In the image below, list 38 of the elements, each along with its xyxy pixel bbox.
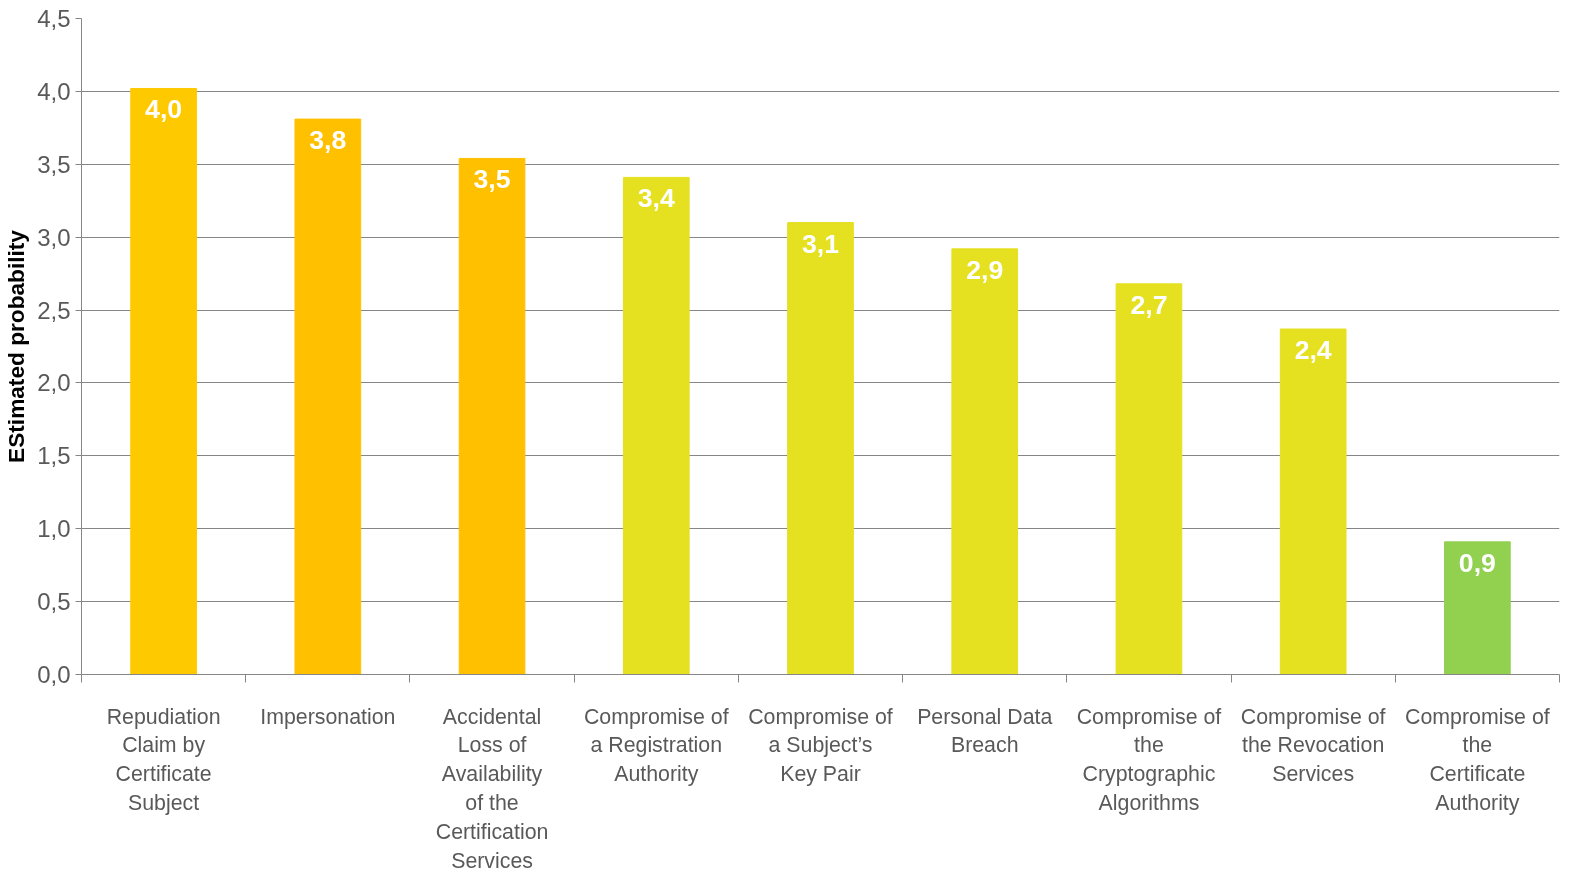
x-tick-label: Repudiation Claim by Certificate Subject <box>106 704 221 815</box>
y-tick-label: 1,5 <box>37 442 71 470</box>
bar <box>294 118 362 675</box>
data-label: 0,9 <box>1458 547 1496 578</box>
y-tick-label: 2,0 <box>37 369 71 397</box>
y-tick-label: 0,5 <box>37 588 71 616</box>
data-label: 2,4 <box>1294 335 1332 366</box>
bar <box>1444 541 1511 675</box>
x-tick-label: Compromise of a Subject’s Key Pair <box>748 704 893 787</box>
data-label: 3,1 <box>801 228 840 259</box>
y-axis-title: EStimated probability <box>3 229 30 463</box>
data-label: 3,5 <box>473 164 511 195</box>
y-tick-label: 4,5 <box>37 5 71 32</box>
y-tick-label: 1,0 <box>37 515 71 543</box>
bar <box>1279 328 1347 675</box>
y-tick-label: 0,0 <box>37 661 71 688</box>
y-tick-label: 3,5 <box>37 150 71 178</box>
bar <box>1115 283 1183 675</box>
y-tick-label: 4,0 <box>37 77 71 105</box>
data-label: 2,9 <box>966 254 1004 285</box>
bar <box>458 157 526 675</box>
x-tick-label: Compromise of the Cryptographic Algorithms <box>1076 704 1222 815</box>
x-tick-label: Accidental Loss of Availability of the Certification Services <box>435 704 549 873</box>
data-label: 4,0 <box>145 94 183 125</box>
y-tick-label: 2,5 <box>37 296 71 324</box>
x-tick-label: Compromise of the Certificate Authority <box>1405 704 1550 815</box>
x-tick-label: Compromise of a Registration Authority <box>583 704 729 787</box>
x-tick-label: Personal Data Breach <box>917 704 1053 758</box>
data-label: 2,7 <box>1130 289 1168 320</box>
data-label: 3,4 <box>637 183 675 214</box>
bar <box>951 248 1019 675</box>
bar <box>622 176 690 675</box>
y-tick-label: 3,0 <box>37 223 71 251</box>
x-tick-label: Compromise of the Revocation Services <box>1240 704 1386 787</box>
bar <box>130 87 197 675</box>
data-label: 3,8 <box>309 125 347 156</box>
x-tick-label: Impersonation <box>260 704 396 729</box>
bar <box>787 222 854 675</box>
